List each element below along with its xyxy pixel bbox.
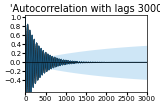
- Title: 'Autocorrelation with lags 3000: 'Autocorrelation with lags 3000: [10, 4, 160, 14]
